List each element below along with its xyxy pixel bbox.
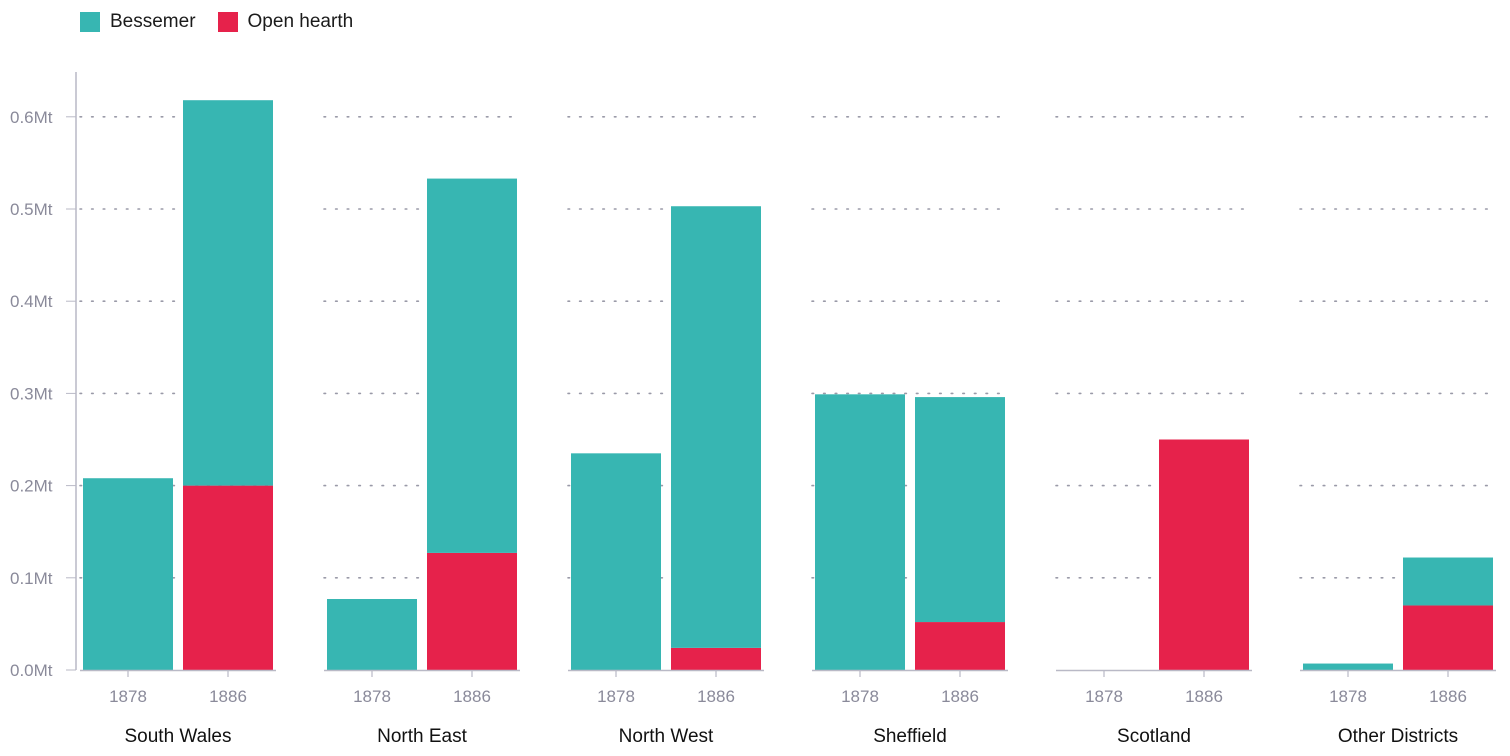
bar-bessemer-other-districts-1886 <box>1403 557 1493 606</box>
bar-bessemer-north-east-1878 <box>327 599 417 670</box>
group-label-scotland: Scotland <box>1117 726 1191 747</box>
group-label-south-wales: South Wales <box>124 726 231 747</box>
y-tick-label: 0.2Mt <box>10 477 53 496</box>
y-tick-label: 0.0Mt <box>10 661 53 680</box>
bar-open-hearth-north-east-1886 <box>427 552 517 670</box>
x-tick-label: 1886 <box>209 687 247 706</box>
x-tick-label: 1878 <box>597 687 635 706</box>
legend: Bessemer Open hearth <box>80 8 353 36</box>
legend-swatch-bessemer <box>80 12 100 32</box>
legend-swatch-open-hearth <box>217 12 238 32</box>
legend-item-bessemer[interactable]: Bessemer <box>80 11 196 33</box>
bar-open-hearth-scotland-1886 <box>1159 439 1249 670</box>
x-tick-label: 1886 <box>941 687 979 706</box>
bar-bessemer-other-districts-1878 <box>1303 663 1393 670</box>
y-tick-label: 0.5Mt <box>10 200 53 219</box>
group-label-other-districts: Other Districts <box>1338 726 1458 747</box>
bar-bessemer-south-wales-1886 <box>183 100 273 486</box>
x-tick-label: 1886 <box>697 687 735 706</box>
bar-open-hearth-south-wales-1886 <box>183 485 273 670</box>
y-tick-label: 0.1Mt <box>10 569 53 588</box>
y-tick-label: 0.6Mt <box>10 108 53 127</box>
group-label-north-west: North West <box>619 726 714 747</box>
legend-label-bessemer: Bessemer <box>110 11 196 32</box>
legend-label-open-hearth: Open hearth <box>247 11 354 32</box>
bar-open-hearth-sheffield-1886 <box>915 622 1005 670</box>
bar-bessemer-sheffield-1886 <box>915 397 1005 623</box>
bar-bessemer-north-west-1886 <box>671 206 761 648</box>
y-tick-label: 0.3Mt <box>10 384 53 403</box>
x-tick-label: 1878 <box>1085 687 1123 706</box>
group-label-north-east: North East <box>377 726 467 747</box>
x-tick-label: 1878 <box>1329 687 1367 706</box>
legend-item-open-hearth[interactable]: Open hearth <box>217 11 354 33</box>
x-tick-label: 1878 <box>841 687 879 706</box>
x-tick-label: 1878 <box>353 687 391 706</box>
y-tick-label: 0.4Mt <box>10 292 53 311</box>
x-tick-label: 1886 <box>1185 687 1223 706</box>
group-label-sheffield: Sheffield <box>873 726 947 747</box>
bar-bessemer-north-west-1878 <box>571 453 661 670</box>
bar-open-hearth-other-districts-1886 <box>1403 605 1493 670</box>
x-tick-label: 1878 <box>109 687 147 706</box>
bar-bessemer-sheffield-1878 <box>815 394 905 670</box>
bar-bessemer-north-east-1886 <box>427 178 517 553</box>
x-tick-label: 1886 <box>453 687 491 706</box>
bar-bessemer-south-wales-1878 <box>83 478 173 670</box>
x-tick-label: 1886 <box>1429 687 1467 706</box>
bar-open-hearth-north-west-1886 <box>671 647 761 670</box>
